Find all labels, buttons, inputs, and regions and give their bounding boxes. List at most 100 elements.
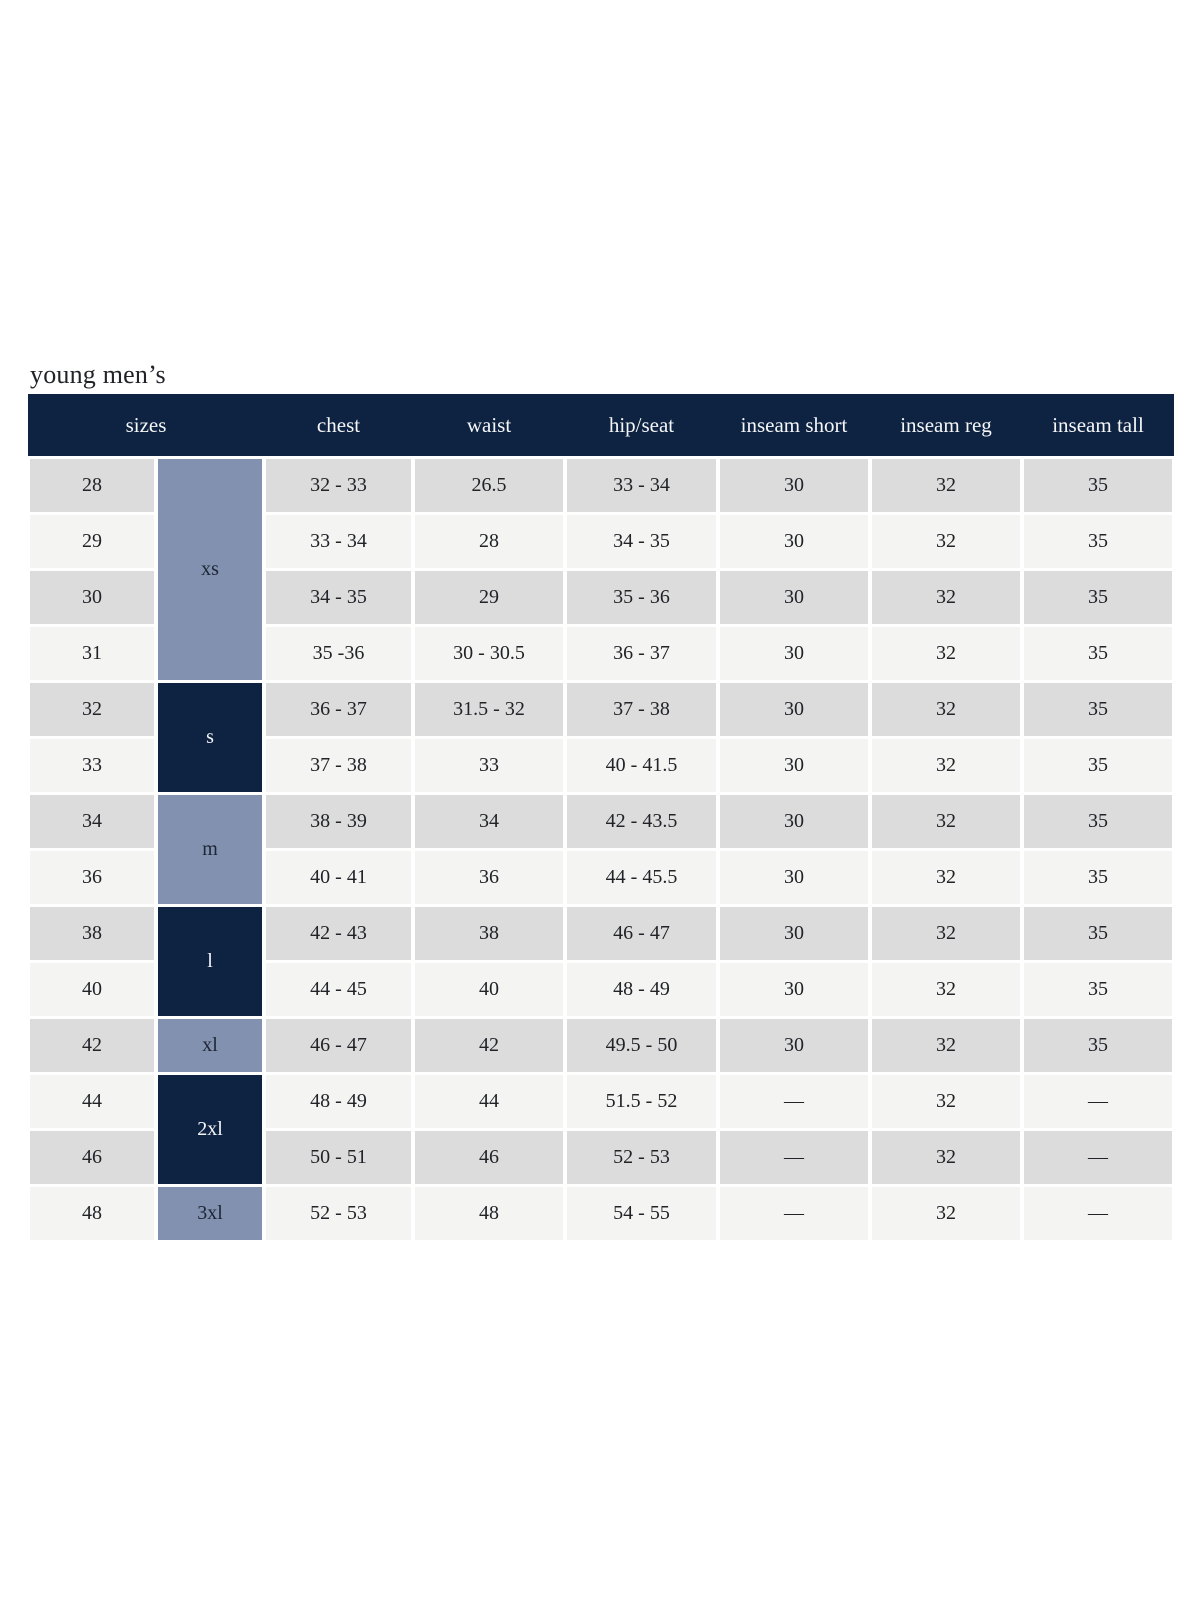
size-value-cell: 32 (30, 683, 154, 736)
size-value-cell: 42 (30, 1019, 154, 1072)
size-group-cell-s: s (158, 683, 262, 792)
inseam-short-cell: 30 (720, 907, 868, 960)
waist-cell: 31.5 - 32 (415, 683, 563, 736)
chest-cell: 36 - 37 (266, 683, 411, 736)
chest-cell: 40 - 41 (266, 851, 411, 904)
waist-cell: 48 (415, 1187, 563, 1240)
inseam-reg-cell: 32 (872, 571, 1020, 624)
inseam-reg-cell: 32 (872, 627, 1020, 680)
inseam-tall-cell: — (1024, 1187, 1172, 1240)
chest-cell: 50 - 51 (266, 1131, 411, 1184)
column-header-sizes: sizes (125, 412, 167, 437)
page-title: young men’s (30, 360, 166, 389)
chest-cell: 34 - 35 (266, 571, 411, 624)
size-value-cell: 40 (30, 963, 154, 1016)
chest-cell: 37 - 38 (266, 739, 411, 792)
inseam-tall-cell: 35 (1024, 907, 1172, 960)
hip-seat-cell: 34 - 35 (567, 515, 716, 568)
inseam-short-cell: 30 (720, 683, 868, 736)
waist-cell: 46 (415, 1131, 563, 1184)
hip-seat-cell: 37 - 38 (567, 683, 716, 736)
chest-cell: 46 - 47 (266, 1019, 411, 1072)
inseam-tall-cell: — (1024, 1075, 1172, 1128)
size-chart-table: sizes chest waist hip/seat inseam short … (28, 394, 1174, 1240)
inseam-reg-cell: 32 (872, 795, 1020, 848)
hip-seat-cell: 52 - 53 (567, 1131, 716, 1184)
inseam-tall-cell: 35 (1024, 627, 1172, 680)
column-header-hip-seat: hip/seat (608, 412, 675, 437)
size-value-cell: 46 (30, 1131, 154, 1184)
inseam-reg-cell: 32 (872, 1019, 1020, 1072)
size-value-cell: 36 (30, 851, 154, 904)
inseam-reg-cell: 32 (872, 1075, 1020, 1128)
column-header-chest: chest (316, 412, 361, 437)
waist-cell: 33 (415, 739, 563, 792)
size-value-cell: 30 (30, 571, 154, 624)
waist-cell: 26.5 (415, 459, 563, 512)
inseam-reg-cell: 32 (872, 851, 1020, 904)
chest-cell: 48 - 49 (266, 1075, 411, 1128)
chest-cell: 38 - 39 (266, 795, 411, 848)
inseam-short-cell: 30 (720, 627, 868, 680)
hip-seat-cell: 40 - 41.5 (567, 739, 716, 792)
inseam-tall-cell: 35 (1024, 571, 1172, 624)
size-group-cell-2xl: 2xl (158, 1075, 262, 1184)
inseam-short-cell: 30 (720, 459, 868, 512)
hip-seat-cell: 36 - 37 (567, 627, 716, 680)
inseam-reg-cell: 32 (872, 1131, 1020, 1184)
table-header-bar (28, 394, 1174, 456)
size-group-cell-xs: xs (158, 459, 262, 680)
inseam-reg-cell: 32 (872, 1187, 1020, 1240)
size-value-cell: 38 (30, 907, 154, 960)
inseam-short-cell: 30 (720, 571, 868, 624)
hip-seat-cell: 49.5 - 50 (567, 1019, 716, 1072)
inseam-short-cell: 30 (720, 851, 868, 904)
inseam-tall-cell: 35 (1024, 683, 1172, 736)
inseam-short-cell: 30 (720, 1019, 868, 1072)
inseam-reg-cell: 32 (872, 515, 1020, 568)
inseam-reg-cell: 32 (872, 963, 1020, 1016)
chest-cell: 52 - 53 (266, 1187, 411, 1240)
hip-seat-cell: 46 - 47 (567, 907, 716, 960)
waist-cell: 44 (415, 1075, 563, 1128)
chest-cell: 44 - 45 (266, 963, 411, 1016)
size-value-cell: 31 (30, 627, 154, 680)
inseam-reg-cell: 32 (872, 739, 1020, 792)
size-value-cell: 48 (30, 1187, 154, 1240)
size-value-cell: 34 (30, 795, 154, 848)
waist-cell: 29 (415, 571, 563, 624)
chest-cell: 35 -36 (266, 627, 411, 680)
size-value-cell: 29 (30, 515, 154, 568)
size-group-cell-xl: xl (158, 1019, 262, 1072)
inseam-reg-cell: 32 (872, 907, 1020, 960)
size-group-cell-l: l (158, 907, 262, 1016)
waist-cell: 34 (415, 795, 563, 848)
inseam-short-cell: — (720, 1187, 868, 1240)
inseam-short-cell: 30 (720, 739, 868, 792)
inseam-tall-cell: 35 (1024, 963, 1172, 1016)
size-value-cell: 44 (30, 1075, 154, 1128)
waist-cell: 40 (415, 963, 563, 1016)
hip-seat-cell: 51.5 - 52 (567, 1075, 716, 1128)
inseam-tall-cell: 35 (1024, 1019, 1172, 1072)
waist-cell: 28 (415, 515, 563, 568)
inseam-short-cell: — (720, 1131, 868, 1184)
size-value-cell: 33 (30, 739, 154, 792)
inseam-short-cell: 30 (720, 795, 868, 848)
inseam-short-cell: 30 (720, 963, 868, 1016)
inseam-tall-cell: 35 (1024, 515, 1172, 568)
inseam-tall-cell: 35 (1024, 795, 1172, 848)
hip-seat-cell: 33 - 34 (567, 459, 716, 512)
hip-seat-cell: 44 - 45.5 (567, 851, 716, 904)
inseam-short-cell: — (720, 1075, 868, 1128)
hip-seat-cell: 42 - 43.5 (567, 795, 716, 848)
waist-cell: 38 (415, 907, 563, 960)
waist-cell: 42 (415, 1019, 563, 1072)
inseam-reg-cell: 32 (872, 683, 1020, 736)
inseam-reg-cell: 32 (872, 459, 1020, 512)
chest-cell: 42 - 43 (266, 907, 411, 960)
waist-cell: 36 (415, 851, 563, 904)
inseam-short-cell: 30 (720, 515, 868, 568)
hip-seat-cell: 54 - 55 (567, 1187, 716, 1240)
